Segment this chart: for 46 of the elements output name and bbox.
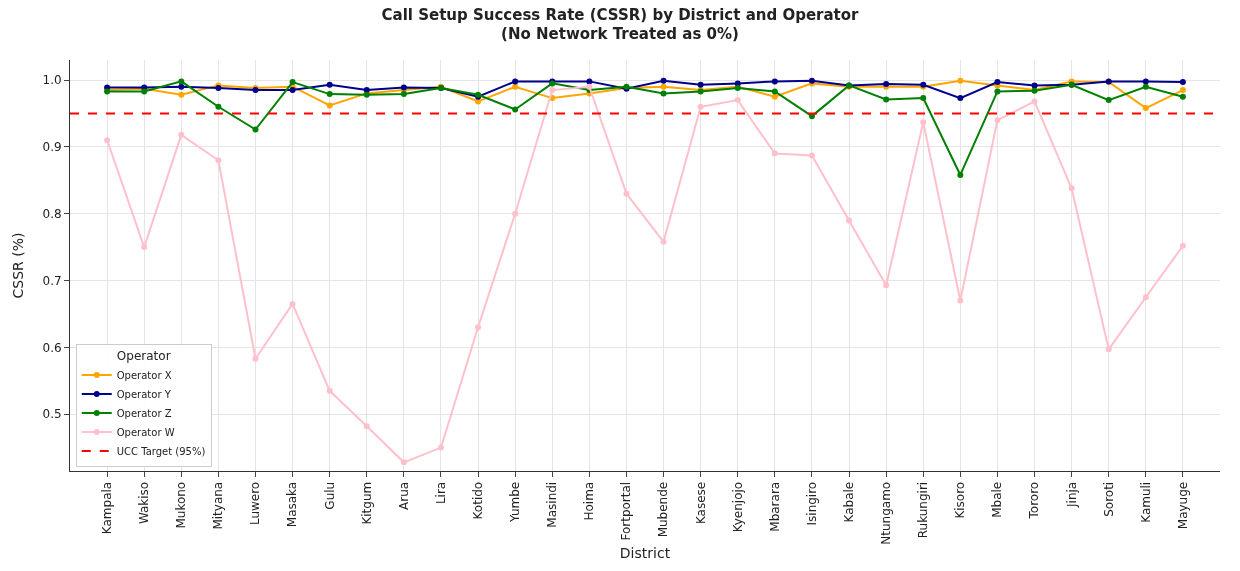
- chart-subtitle: (No Network Treated as 0%): [501, 25, 739, 44]
- x-tick-label: Isingiro: [804, 481, 819, 526]
- x-tick-label: Mayuge: [1175, 481, 1190, 530]
- x-tick-label: Kyenjojo: [730, 481, 745, 533]
- y-tick-label: 0.5: [42, 407, 62, 422]
- x-tick-label: Masaka: [285, 481, 300, 528]
- y-axis-title: CSSR (%): [10, 232, 27, 299]
- x-tick-label: Luwero: [248, 481, 263, 526]
- x-tick-label: Kabale: [841, 481, 856, 523]
- y-tick-label: 0.7: [42, 273, 62, 288]
- y-tick-label: 0.6: [42, 340, 62, 355]
- x-tick-label: Mbarara: [767, 481, 782, 532]
- x-tick-label: Arua: [396, 481, 411, 510]
- x-tick-label: Soroti: [1101, 481, 1116, 517]
- y-tick-label: 0.9: [42, 140, 62, 155]
- x-tick-label: Ntungamo: [879, 481, 894, 545]
- legend-label: Operator Z: [116, 407, 172, 419]
- x-tick-label: Kampala: [100, 481, 114, 535]
- x-tick-label: Kitgum: [359, 481, 374, 525]
- legend-label: Operator Y: [116, 388, 172, 400]
- chart-title: Call Setup Success Rate (CSSR) by District and Operator: [381, 5, 860, 24]
- x-tick-label: Mukono: [174, 481, 189, 529]
- x-tick-label: Kasese: [693, 481, 708, 525]
- legend-label: Operator W: [116, 426, 175, 438]
- x-tick-label: Lira: [433, 481, 448, 505]
- x-tick-label: Yumbe: [508, 481, 523, 524]
- legend-label: Operator X: [116, 369, 172, 381]
- y-tick-label: 0.8: [42, 206, 62, 221]
- y-tick-label: 1.0: [42, 73, 62, 88]
- x-tick-label: Kisoro: [953, 481, 968, 519]
- x-tick-label: Jinja: [1064, 481, 1079, 508]
- legend-label: UCC Target (95%): [116, 445, 206, 457]
- x-tick-label: Tororo: [1027, 481, 1042, 520]
- x-tick-label: Wakiso: [137, 481, 152, 525]
- x-tick-label: Fortportal: [619, 481, 634, 541]
- x-tick-label: Mubende: [656, 481, 671, 538]
- legend-title: Operator: [116, 349, 171, 364]
- x-tick-label: Mbale: [990, 481, 1005, 518]
- x-tick-label: Gulu: [322, 481, 337, 510]
- x-tick-label: Hoima: [582, 481, 597, 521]
- x-tick-label: Rukungiri: [916, 481, 931, 539]
- x-tick-label: Kotido: [470, 481, 485, 520]
- x-axis-title: District: [619, 545, 671, 562]
- x-tick-label: Kamuli: [1138, 481, 1153, 523]
- x-tick-label: Mityana: [211, 481, 226, 530]
- x-tick-label: Masindi: [545, 481, 560, 528]
